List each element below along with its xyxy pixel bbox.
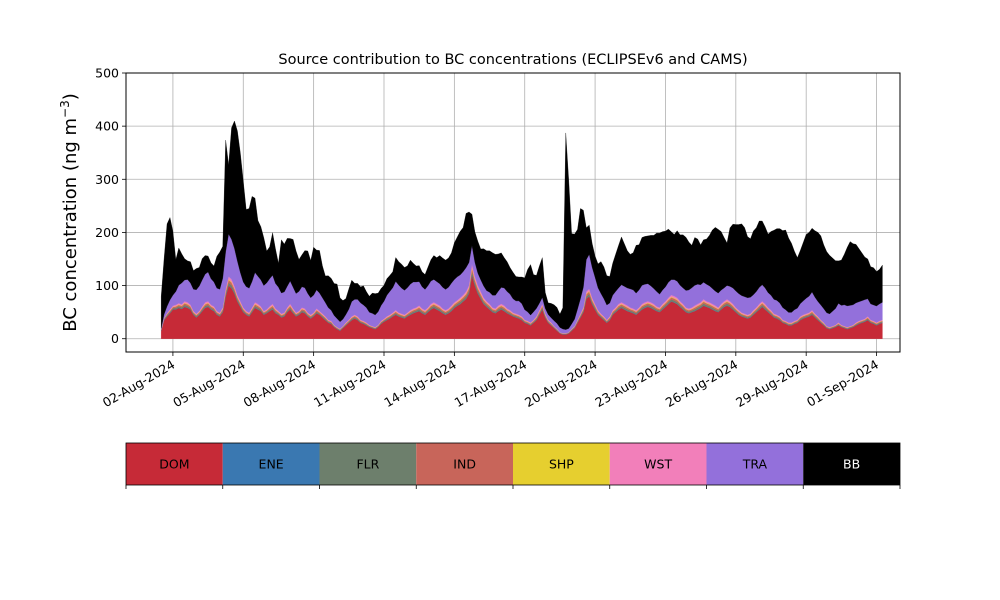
legend-swatch-tra xyxy=(706,443,804,485)
legend-label-shp: SHP xyxy=(549,457,574,472)
plot-frame xyxy=(125,72,901,353)
x-tick-label: 26-Aug-2024 xyxy=(663,357,741,410)
y-axis-label-close: ) xyxy=(60,93,81,100)
legend-label-ene: ENE xyxy=(259,457,284,472)
legend-swatch-ene xyxy=(222,443,320,485)
legend-swatch-bb xyxy=(803,443,900,485)
x-tick-label: 14-Aug-2024 xyxy=(381,357,459,410)
y-tick-label: 100 xyxy=(95,278,119,293)
area-bb xyxy=(161,120,883,330)
stacked-areas xyxy=(161,120,883,339)
x-tick-label: 29-Aug-2024 xyxy=(733,357,811,410)
x-tick-label: 02-Aug-2024 xyxy=(100,357,178,410)
x-tick-label: 17-Aug-2024 xyxy=(452,357,530,410)
y-axis-label-exponent: −3 xyxy=(58,100,72,118)
legend-swatch-dom xyxy=(126,443,223,485)
legend-label-wst: WST xyxy=(644,457,672,472)
y-axis-label-text: BC concentration (ng m xyxy=(60,118,81,332)
legend-swatch-ind xyxy=(416,443,513,485)
legend-swatch-flr xyxy=(319,443,417,485)
x-tick-label: 05-Aug-2024 xyxy=(170,357,248,410)
source-colorbar-legend: DOM ENE FLR IND SHP WST TRA BB xyxy=(125,442,901,489)
y-tick-label: 200 xyxy=(95,225,119,240)
y-tick-label: 0 xyxy=(111,331,119,346)
y-axis-label: BC concentration (ng m−3) xyxy=(58,93,81,332)
x-tick-label: 20-Aug-2024 xyxy=(522,357,600,410)
legend-label-flr: FLR xyxy=(356,457,379,472)
y-tick-label: 300 xyxy=(95,172,119,187)
y-tick-label: 500 xyxy=(95,66,119,81)
legend-label-dom: DOM xyxy=(159,457,189,472)
x-tick-label: 01-Sep-2024 xyxy=(804,357,881,410)
x-tick-label: 23-Aug-2024 xyxy=(592,357,670,410)
x-tick-label: 11-Aug-2024 xyxy=(311,357,389,410)
legend-swatch-shp xyxy=(513,443,610,485)
chart-title: Source contribution to BC concentrations… xyxy=(278,52,747,68)
legend-label-ind: IND xyxy=(453,457,476,472)
y-tick-label: 400 xyxy=(95,119,119,134)
legend-label-bb: BB xyxy=(843,457,860,472)
legend-label-tra: TRA xyxy=(742,457,768,472)
x-tick-label: 08-Aug-2024 xyxy=(241,357,319,410)
legend-swatch-wst xyxy=(609,443,707,485)
